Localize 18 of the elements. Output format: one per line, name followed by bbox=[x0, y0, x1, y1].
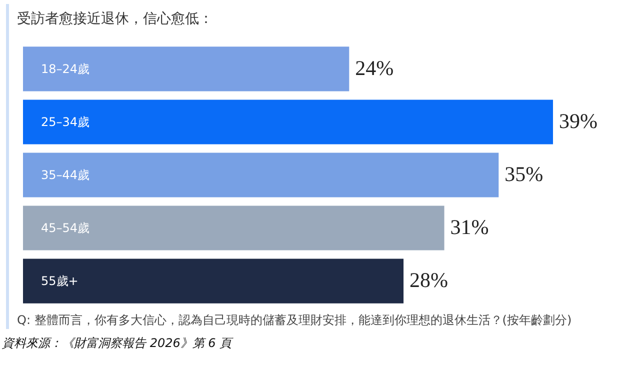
y-tick-label: 35–44歲 bbox=[41, 168, 90, 182]
source-note: 資料來源：《財富洞察報告 2026》第 6 頁 bbox=[2, 335, 234, 352]
bar bbox=[23, 46, 350, 92]
y-tick-label: 18–24歲 bbox=[41, 62, 90, 76]
y-tick-label: 45–54歲 bbox=[41, 221, 90, 236]
data-label: 39% bbox=[559, 108, 598, 133]
data-label: 28% bbox=[410, 268, 448, 292]
bar bbox=[23, 100, 553, 144]
bar bbox=[23, 206, 444, 250]
data-label: 24% bbox=[355, 56, 394, 80]
data-label: 31% bbox=[450, 215, 489, 240]
bar bbox=[23, 152, 499, 198]
y-tick-label: 55歲+ bbox=[41, 274, 78, 288]
y-tick-label: 25–34歲 bbox=[41, 114, 90, 129]
data-label: 35% bbox=[504, 162, 544, 186]
chart-title: 受訪者愈接近退休，信心愈低： bbox=[17, 10, 214, 29]
text: Q: 整體而言，你有多大信心，認為自己現時的儲蓄及理財安排，能達到你理想的退休生活？(按年齡劃分) bbox=[17, 312, 573, 329]
bar bbox=[23, 258, 404, 304]
